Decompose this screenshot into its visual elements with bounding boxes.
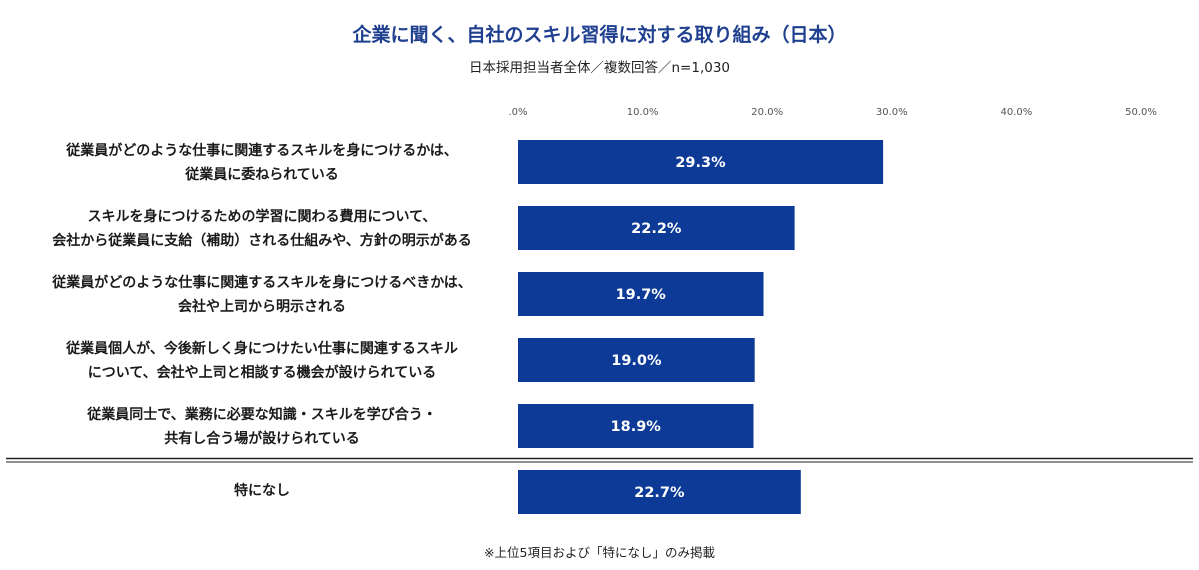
x-tick-label: 20.0% (751, 107, 783, 118)
category-label: 従業員個人が、今後新しく身につけたい仕事に関連するスキルについて、会社や上司と相… (65, 340, 458, 381)
category-label: 特になし (234, 482, 290, 499)
bar (518, 272, 764, 316)
bar-value-label: 22.2% (631, 221, 682, 237)
category-label-line: 従業員がどのような仕事に関連するスキルを身につけるべきかは、 (51, 274, 471, 291)
bar-value-label: 19.0% (611, 353, 662, 369)
category-label: 従業員がどのような仕事に関連するスキルを身につけるべきかは、会社や上司から明示さ… (51, 274, 471, 315)
bar-value-label: 18.9% (611, 419, 662, 435)
x-tick-label: .0% (508, 107, 527, 118)
category-label-line: スキルを身につけるための学習に関わる費用について、 (88, 208, 437, 225)
category-label-line: 従業員同士で、業務に必要な知識・スキルを学び合う・ (86, 406, 436, 423)
category-label-line: について、会社や上司と相談する機会が設けられている (88, 364, 436, 381)
category-label-line: 従業員に委ねられている (184, 166, 339, 183)
chart-subtitle: 日本採用担当者全体／複数回答／n=1,030 (468, 60, 730, 76)
bar (518, 206, 795, 250)
x-tick-label: 40.0% (1001, 107, 1033, 118)
category-label: 従業員同士で、業務に必要な知識・スキルを学び合う・共有し合う場が設けられている (86, 406, 436, 447)
category-label-line: 従業員個人が、今後新しく身につけたい仕事に関連するスキル (65, 340, 458, 357)
bar (518, 404, 754, 448)
bar-value-label: 29.3% (675, 155, 726, 171)
category-labels: 従業員がどのような仕事に関連するスキルを身につけるかは、従業員に委ねられているス… (51, 142, 472, 499)
category-label-line: 従業員がどのような仕事に関連するスキルを身につけるかは、 (65, 142, 457, 159)
bar-value-label: 19.7% (616, 287, 667, 303)
category-label-line: 会社や上司から明示される (178, 298, 346, 315)
category-label: 従業員がどのような仕事に関連するスキルを身につけるかは、従業員に委ねられている (65, 142, 457, 183)
bar (518, 338, 755, 382)
bar (518, 470, 801, 514)
x-axis-ticks: .0% 10.0% 20.0% 30.0% 40.0% 50.0% (508, 107, 1156, 118)
bar-value-label: 22.7% (634, 485, 685, 501)
x-tick-label: 10.0% (627, 107, 659, 118)
x-tick-label: 50.0% (1125, 107, 1157, 118)
category-label-line: 特になし (234, 482, 290, 499)
x-tick-label: 30.0% (876, 107, 908, 118)
category-label-line: 会社から従業員に支給（補助）される仕組みや、方針の明示がある (52, 232, 472, 249)
chart-title: 企業に聞く、自社のスキル習得に対する取り組み（日本） (352, 24, 847, 46)
category-label-line: 共有し合う場が設けられている (164, 430, 360, 447)
bars: 29.3% 22.2% 19.7% 19.0% 18.9% 22.7% (518, 140, 884, 514)
category-label: スキルを身につけるための学習に関わる費用について、会社から従業員に支給（補助）さ… (52, 208, 472, 249)
bar (518, 140, 884, 184)
footnote: ※上位5項目および「特になし」のみ掲載 (484, 545, 715, 560)
